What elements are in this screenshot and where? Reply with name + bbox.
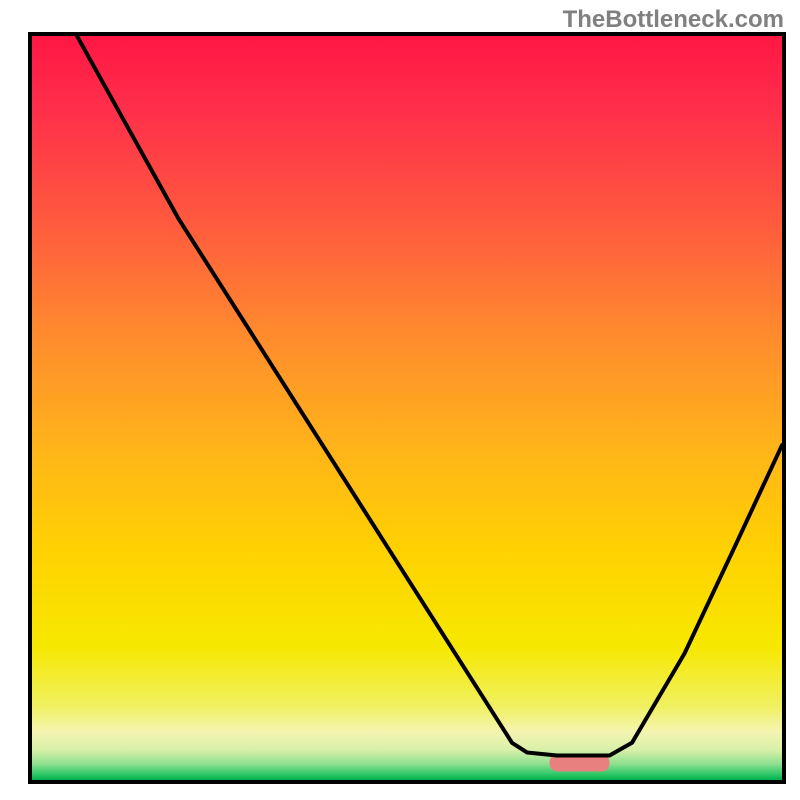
- plot-svg: [28, 32, 786, 784]
- plot-background: [32, 36, 782, 780]
- watermark-text: TheBottleneck.com: [563, 6, 784, 34]
- plot-area: [28, 32, 786, 784]
- chart-container: TheBottleneck.com: [0, 0, 800, 800]
